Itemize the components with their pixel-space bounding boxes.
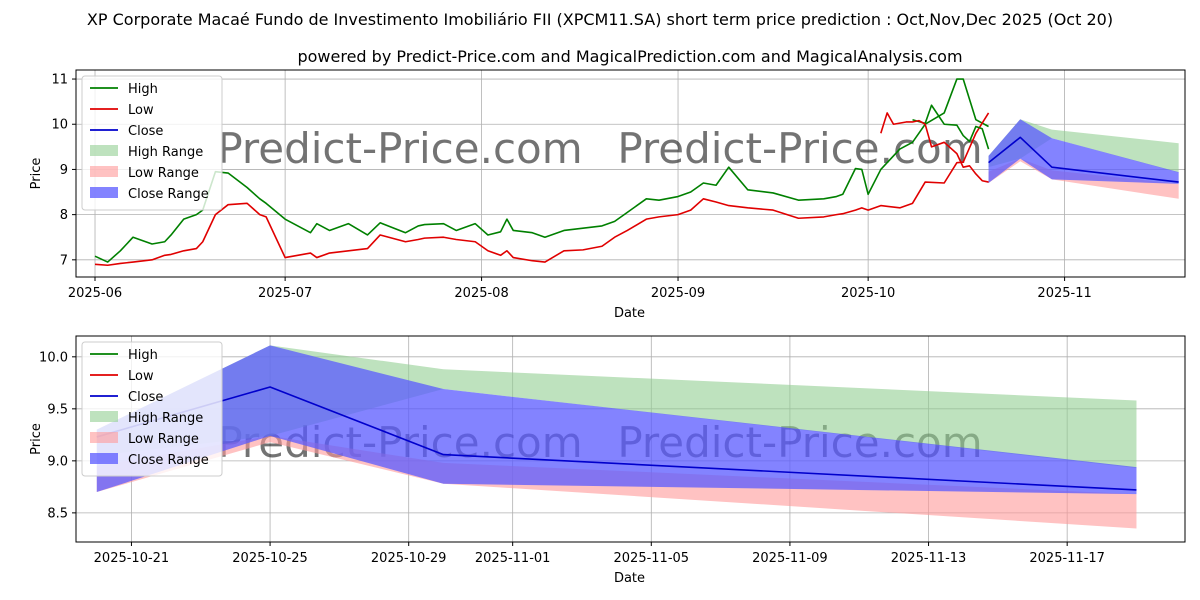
legend: High Low Close High Range Low Range Close Ran… (81, 75, 223, 211)
watermark-text: Predict-Price.com (617, 124, 982, 173)
bottom-chart-panel: Predict-Price.comPredict-Price.com2025-1… (29, 335, 1186, 586)
y-axis-label: Price (29, 158, 44, 190)
x-tick-label: 2025-09 (651, 286, 705, 301)
legend-label: Close (128, 390, 163, 405)
y-tick-label: 11 (51, 73, 68, 88)
axes-frame (75, 69, 1186, 278)
close-range-area (96, 345, 1137, 495)
y-tick-label: 10 (51, 118, 68, 133)
close-range-area (988, 119, 1179, 184)
x-tick-label: 2025-08 (454, 286, 508, 301)
legend-swatch (90, 432, 118, 443)
legend-label: Close (128, 124, 163, 139)
legend-swatch (90, 453, 118, 464)
x-tick-label: 2025-10-25 (232, 551, 308, 566)
x-axis-label: Date (614, 306, 645, 321)
high-recent-line (912, 104, 990, 150)
legend-label: Low Range (128, 432, 199, 447)
high-line (94, 78, 989, 263)
y-tick-label: 8.5 (47, 506, 68, 521)
y-tick-label: 10.0 (39, 350, 68, 365)
y-tick-label: 7 (60, 253, 68, 268)
legend-swatch (90, 411, 118, 422)
x-tick-label: 2025-10 (841, 286, 895, 301)
legend-label: High (128, 348, 158, 363)
legend: High Low Close High Range Low Range Close Ran… (81, 341, 223, 477)
y-tick-label: 9 (60, 163, 68, 178)
legend-swatch (90, 187, 118, 198)
watermark-text: Predict-Price.com (217, 124, 582, 173)
chart-title: XP Corporate Macaé Fundo de Investimento… (87, 10, 1113, 29)
y-tick-label: 8 (60, 208, 68, 223)
legend-label: Close Range (128, 187, 209, 202)
legend-swatch (90, 145, 118, 156)
low-recent-line (880, 112, 989, 183)
chart-subtitle: powered by Predict-Price.com and Magical… (297, 47, 962, 66)
legend-label: High (128, 82, 158, 97)
legend-label: High Range (128, 145, 203, 160)
legend-label: Low Range (128, 166, 199, 181)
legend-label: Low (128, 103, 154, 118)
x-tick-label: 2025-11-05 (614, 551, 690, 566)
top-chart-panel: Predict-Price.com Predict-Price.com 2025-0… (29, 69, 1186, 321)
legend-label: Close Range (128, 453, 209, 468)
x-tick-label: 2025-11-17 (1029, 551, 1105, 566)
low-line (94, 112, 990, 267)
x-tick-label: 2025-11-01 (475, 551, 551, 566)
axes-frame (75, 335, 1186, 543)
x-axis-label: Date (614, 571, 645, 586)
close-line (988, 136, 1179, 183)
legend-swatch (90, 166, 118, 177)
x-tick-label: 2025-10-21 (94, 551, 170, 566)
x-tick-label: 2025-11-09 (752, 551, 828, 566)
legend-label: Low (128, 369, 154, 384)
x-tick-label: 2025-11 (1037, 286, 1091, 301)
legend-label: High Range (128, 411, 203, 426)
x-tick-label: 2025-06 (68, 286, 122, 301)
y-axis-label: Price (29, 423, 44, 455)
y-tick-label: 9.5 (47, 402, 68, 417)
x-tick-label: 2025-10-29 (371, 551, 447, 566)
x-tick-label: 2025-11-13 (891, 551, 967, 566)
y-tick-label: 9.0 (47, 454, 68, 469)
x-tick-label: 2025-07 (258, 286, 312, 301)
